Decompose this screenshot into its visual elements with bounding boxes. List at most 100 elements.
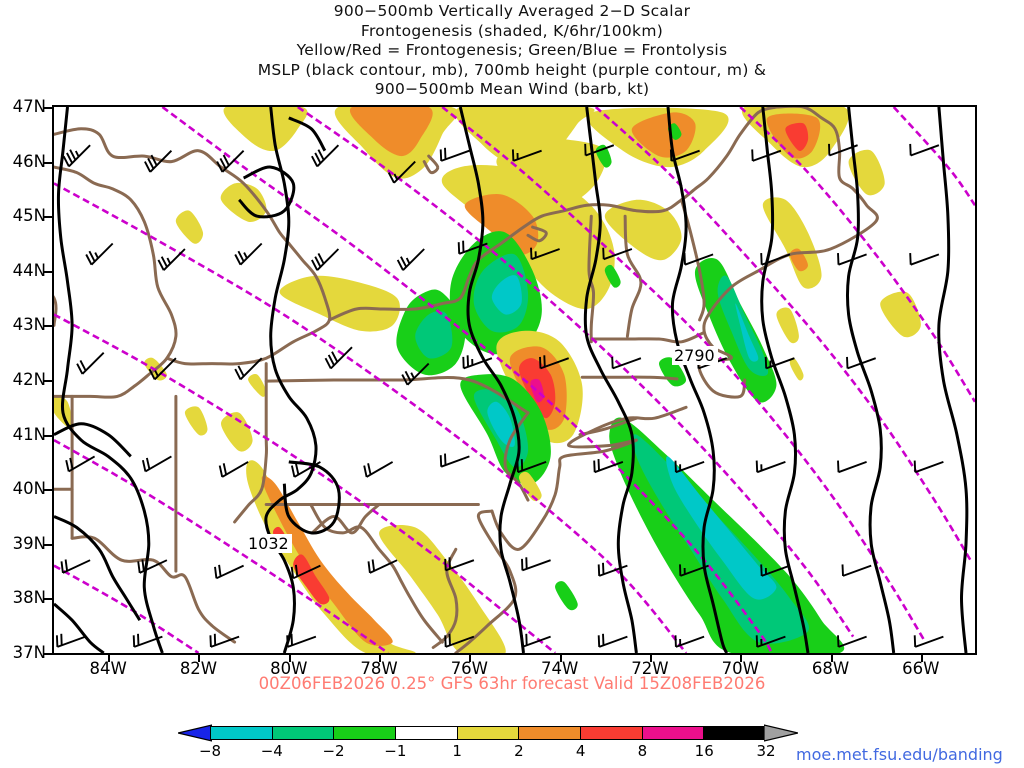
wind-barb: [530, 247, 560, 261]
colorbar-segment[interactable]: [704, 727, 766, 739]
colorbar[interactable]: [178, 724, 798, 742]
height-contour: [594, 107, 972, 561]
frontogenesis-contour-fill: [175, 210, 204, 244]
wind-barb: [669, 149, 700, 162]
wind-barb: [234, 242, 263, 266]
boundary-line: [54, 295, 58, 327]
title-line-3: Yellow/Red = Frontogenesis; Green/Blue =…: [296, 41, 728, 60]
longitude-tick-mark: [379, 653, 382, 662]
latitude-tick-mark: [44, 543, 54, 546]
wind-barb: [444, 633, 475, 648]
wind-barb: [511, 149, 542, 162]
frontogenesis-contour-fill: [293, 554, 330, 605]
frontogenesis-contour-fill: [518, 471, 542, 502]
frontogenesis-contour-fill: [848, 149, 885, 196]
colorbar-underflow-arrow: [178, 724, 212, 742]
wind-barb: [913, 635, 944, 648]
frontogenesis-contour-fill: [555, 581, 578, 611]
longitude-tick-mark: [920, 653, 923, 662]
wind-barb: [841, 564, 872, 577]
wind-barb: [751, 149, 782, 162]
height-contour: [161, 107, 773, 653]
colorbar-tick-label: −8: [198, 742, 222, 760]
longitude-tick-label: 72W: [631, 659, 669, 678]
boundary-line: [422, 154, 440, 175]
colorbar-segment[interactable]: [642, 727, 705, 739]
colorbar-segments[interactable]: [210, 726, 766, 740]
latitude-tick-mark: [44, 434, 54, 437]
frontogenesis-contour-fill: [279, 275, 400, 332]
wind-barb: [209, 633, 240, 648]
source-watermark: moe.met.fsu.edu/banding: [796, 745, 1003, 764]
frontogenesis-contour-fill: [415, 311, 453, 359]
boundary-line: [54, 165, 178, 399]
mslp-contour: [845, 107, 896, 653]
wind-barb: [439, 453, 470, 468]
wind-barb: [755, 460, 786, 474]
boundary-line: [327, 107, 778, 322]
contour-label-text: 1032: [248, 534, 289, 553]
wind-barb: [760, 253, 791, 266]
longitude-tick-label: 78W: [360, 659, 398, 678]
colorbar-segment[interactable]: [519, 727, 582, 739]
height-contour-layer: [54, 107, 975, 653]
longitude-tick-label: 76W: [450, 659, 488, 678]
wind-barb: [674, 635, 705, 648]
wind-barb: [516, 459, 547, 474]
wind-barb: [214, 564, 245, 580]
frontogenesis-contour-fill: [789, 357, 804, 381]
wind-barb: [539, 355, 570, 370]
mslp-contour: [288, 116, 327, 152]
colorbar-segment[interactable]: [334, 727, 397, 739]
frontogenesis-contour-fill: [631, 112, 696, 158]
latitude-tick-mark: [44, 161, 54, 164]
frontogenesis-contour-fill: [221, 412, 253, 452]
wind-barb: [764, 356, 795, 370]
longitude-tick-label: 66W: [902, 659, 940, 678]
map-plot-area[interactable]: 1032 2790: [52, 105, 977, 655]
boundary-line: [309, 504, 444, 644]
wind-barb: [597, 562, 628, 577]
wind-barb: [674, 460, 705, 474]
boundary-line: [70, 535, 237, 644]
wind-barb: [837, 460, 867, 474]
map-canvas: 1032 2790: [54, 107, 975, 653]
colorbar-tick-labels: −8 −4 −2 −1 1 2 4 8 16 32: [178, 742, 798, 764]
contour-label-layer: 1032 2790: [246, 346, 718, 553]
boundary-line: [165, 242, 332, 366]
frontogenesis-contour-fill: [350, 107, 433, 157]
colorbar-segment[interactable]: [581, 727, 643, 739]
title-line-2: Frontogenesis (shaded, K/6hr/100km): [360, 21, 664, 40]
colorbar-segment[interactable]: [272, 727, 335, 739]
wind-barb: [439, 147, 470, 162]
colorbar-tick-label: −4: [260, 742, 283, 760]
wind-barb: [216, 150, 245, 173]
latitude-tick-label: 40N: [12, 479, 46, 499]
wind-barb: [683, 253, 714, 266]
wind-barb: [144, 150, 173, 173]
wind-barb: [60, 559, 91, 574]
frontogenesis-contour-fill: [622, 460, 646, 491]
wind-barb: [521, 557, 551, 572]
colorbar-segment[interactable]: [457, 727, 520, 739]
wind-barb: [367, 559, 398, 574]
height-contour: [54, 438, 389, 653]
wind-barb: [837, 253, 867, 266]
mslp-contour: [937, 107, 969, 653]
wind-barb: [679, 564, 709, 577]
colorbar-segment[interactable]: [396, 727, 458, 739]
longitude-tick-mark: [198, 653, 201, 662]
frontogenesis-contour-fill: [261, 476, 393, 646]
wind-barb: [290, 564, 321, 580]
latitude-tick-label: 44N: [12, 260, 46, 280]
frontogenesis-contour-fill: [220, 182, 267, 222]
longitude-tick-mark: [740, 653, 743, 662]
longitude-tick-label: 68W: [811, 659, 850, 678]
wind-barb: [846, 356, 877, 370]
boundary-line: [587, 214, 596, 344]
height-contour: [54, 182, 688, 653]
title-line-4: MSLP (black contour, mb), 700mb height (…: [257, 60, 767, 79]
colorbar-segment[interactable]: [211, 727, 273, 739]
latitude-tick-mark: [44, 380, 54, 382]
wind-barb: [324, 346, 353, 370]
